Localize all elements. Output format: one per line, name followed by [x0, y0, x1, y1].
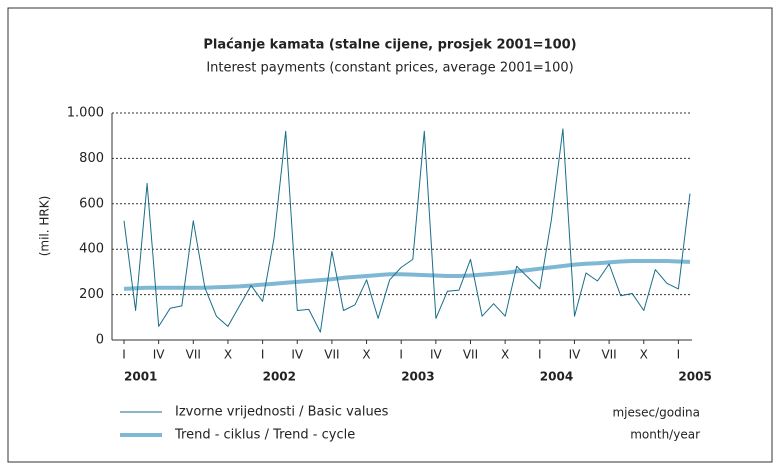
x-tick-label: I — [399, 348, 403, 362]
x-axis-label: mjesec/godina — [612, 406, 700, 420]
x-tick-label: X — [362, 348, 370, 362]
y-tick-label: 800 — [79, 151, 104, 166]
x-tick-label: IV — [430, 348, 443, 362]
y-tick-label: 1.000 — [67, 106, 104, 121]
x-tick-label: VII — [186, 348, 201, 362]
chart-title: Plaćanje kamata (stalne cijene, prosjek … — [203, 38, 576, 53]
legend-label: Trend - ciklus / Trend - cycle — [174, 428, 355, 443]
x-tick-label: I — [122, 348, 126, 362]
x-tick-label: VII — [463, 348, 478, 362]
x-tick-label: X — [224, 348, 232, 362]
y-tick-label: 400 — [79, 242, 104, 257]
x-tick-label: IV — [291, 348, 304, 362]
x-tick-label: I — [538, 348, 542, 362]
x-tick-label: X — [501, 348, 509, 362]
chart-subtitle: Interest payments (constant prices, aver… — [206, 61, 573, 76]
x-tick-label: IV — [569, 348, 582, 362]
year-label: 2003 — [401, 370, 434, 384]
y-tick-label: 600 — [79, 196, 104, 211]
x-tick-label: VII — [324, 348, 339, 362]
series-line — [123, 259, 691, 291]
y-axis-label: (mil. HRK) — [38, 196, 52, 257]
x-tick-label: IV — [153, 348, 166, 362]
x-tick-label: I — [677, 348, 681, 362]
x-tick-label: I — [261, 348, 265, 362]
legend-label: Izvorne vrijednosti / Basic values — [175, 405, 389, 420]
year-label: 2005 — [678, 370, 711, 384]
y-tick-label: 0 — [96, 333, 104, 348]
x-tick-label: X — [640, 348, 648, 362]
year-label: 2001 — [124, 370, 157, 384]
year-label: 2002 — [263, 370, 296, 384]
x-tick-label: VII — [601, 348, 616, 362]
y-tick-label: 200 — [79, 287, 104, 302]
series-line — [123, 128, 691, 333]
year-label: 2004 — [540, 370, 573, 384]
frame — [7, 7, 773, 463]
x-axis-label: month/year — [630, 428, 700, 442]
